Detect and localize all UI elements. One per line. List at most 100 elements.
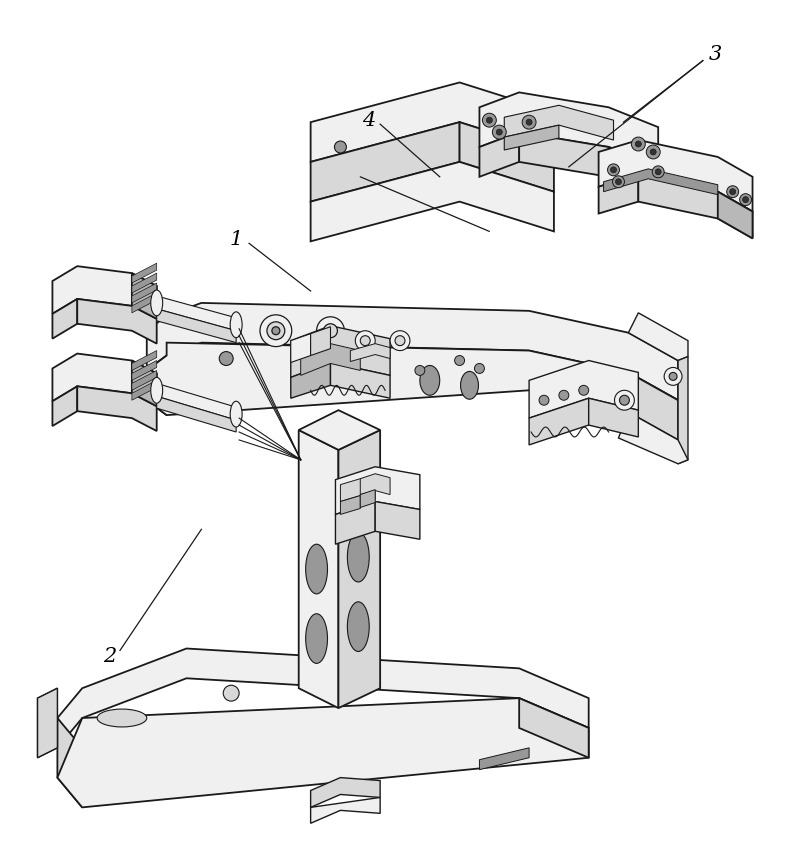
Polygon shape — [146, 303, 678, 400]
Polygon shape — [298, 430, 338, 708]
Circle shape — [730, 189, 736, 195]
Polygon shape — [132, 283, 157, 303]
Ellipse shape — [230, 401, 242, 427]
Circle shape — [355, 331, 375, 351]
Polygon shape — [589, 398, 638, 437]
Circle shape — [323, 324, 338, 338]
Polygon shape — [53, 353, 157, 406]
Polygon shape — [330, 363, 390, 398]
Polygon shape — [598, 175, 638, 214]
Polygon shape — [718, 191, 753, 238]
Circle shape — [607, 164, 619, 176]
Polygon shape — [310, 326, 330, 356]
Ellipse shape — [306, 544, 327, 594]
Polygon shape — [38, 688, 58, 718]
Polygon shape — [338, 430, 380, 708]
Ellipse shape — [150, 378, 162, 404]
Polygon shape — [519, 132, 658, 197]
Polygon shape — [629, 313, 688, 360]
Polygon shape — [132, 263, 157, 283]
Circle shape — [514, 131, 525, 143]
Polygon shape — [341, 479, 375, 501]
Circle shape — [664, 367, 682, 385]
Polygon shape — [132, 351, 157, 371]
Circle shape — [482, 113, 496, 127]
Polygon shape — [598, 140, 753, 211]
Polygon shape — [335, 501, 375, 544]
Polygon shape — [479, 93, 658, 167]
Circle shape — [740, 194, 751, 205]
Polygon shape — [529, 398, 589, 445]
Ellipse shape — [97, 709, 146, 727]
Polygon shape — [58, 718, 82, 807]
Polygon shape — [146, 356, 166, 415]
Circle shape — [619, 395, 630, 405]
Polygon shape — [459, 122, 554, 191]
Circle shape — [615, 178, 622, 184]
Circle shape — [742, 197, 749, 203]
Polygon shape — [58, 649, 589, 748]
Ellipse shape — [150, 290, 162, 316]
Circle shape — [631, 137, 646, 151]
Polygon shape — [504, 126, 559, 150]
Polygon shape — [53, 266, 157, 319]
Circle shape — [652, 166, 664, 178]
Circle shape — [539, 395, 549, 405]
Polygon shape — [53, 386, 78, 426]
Circle shape — [496, 129, 502, 135]
Circle shape — [267, 322, 285, 339]
Ellipse shape — [420, 365, 440, 395]
Polygon shape — [132, 360, 157, 406]
Polygon shape — [157, 384, 236, 420]
Circle shape — [614, 391, 634, 410]
Circle shape — [650, 149, 656, 155]
Polygon shape — [132, 360, 157, 380]
Circle shape — [223, 685, 239, 701]
Circle shape — [492, 126, 506, 139]
Circle shape — [559, 391, 569, 400]
Circle shape — [522, 115, 536, 129]
Polygon shape — [132, 273, 157, 319]
Polygon shape — [290, 326, 390, 378]
Polygon shape — [529, 360, 638, 418]
Polygon shape — [310, 798, 380, 824]
Circle shape — [474, 364, 485, 373]
Circle shape — [669, 372, 677, 380]
Polygon shape — [132, 371, 157, 391]
Polygon shape — [479, 748, 529, 770]
Polygon shape — [132, 273, 157, 293]
Ellipse shape — [461, 372, 478, 399]
Circle shape — [415, 365, 425, 375]
Circle shape — [635, 141, 642, 147]
Circle shape — [646, 145, 660, 159]
Polygon shape — [157, 397, 236, 432]
Circle shape — [260, 315, 292, 346]
Polygon shape — [38, 688, 58, 758]
Polygon shape — [609, 147, 658, 197]
Text: 1: 1 — [230, 229, 242, 249]
Circle shape — [486, 117, 492, 123]
Polygon shape — [629, 372, 678, 440]
Polygon shape — [78, 299, 157, 344]
Polygon shape — [146, 343, 678, 440]
Circle shape — [454, 356, 465, 365]
Polygon shape — [290, 333, 310, 363]
Polygon shape — [157, 296, 236, 331]
Text: 2: 2 — [103, 647, 117, 666]
Circle shape — [272, 326, 280, 334]
Polygon shape — [341, 495, 360, 514]
Ellipse shape — [347, 533, 370, 582]
Polygon shape — [350, 344, 390, 361]
Polygon shape — [310, 162, 554, 242]
Polygon shape — [310, 122, 459, 202]
Polygon shape — [479, 132, 519, 177]
Polygon shape — [78, 386, 157, 431]
Polygon shape — [335, 467, 420, 514]
Polygon shape — [53, 299, 78, 339]
Polygon shape — [301, 344, 360, 375]
Circle shape — [726, 185, 738, 197]
Text: 4: 4 — [362, 111, 375, 130]
Circle shape — [613, 176, 625, 188]
Polygon shape — [360, 474, 390, 494]
Circle shape — [219, 352, 233, 365]
